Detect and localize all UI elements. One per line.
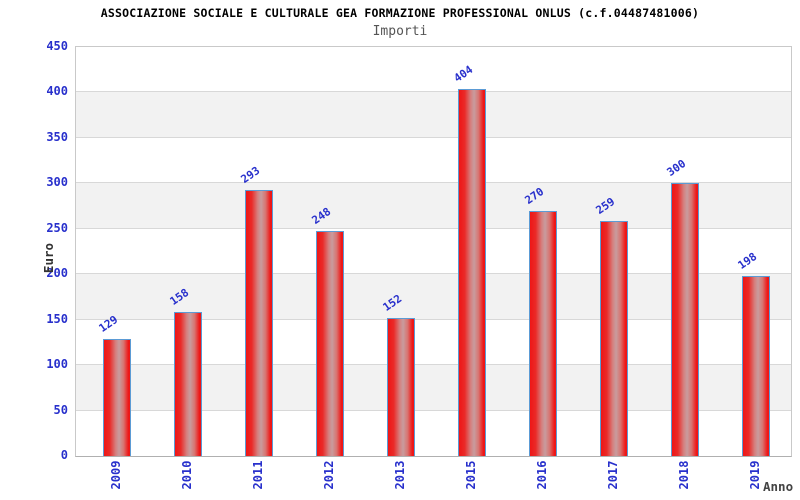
gridline	[76, 364, 791, 366]
bar	[103, 338, 131, 456]
x-tick-label: 2013	[393, 460, 407, 490]
bar	[600, 220, 628, 456]
bar	[174, 312, 202, 456]
bar	[529, 210, 557, 456]
x-tick-label: 2012	[322, 460, 336, 490]
x-tick-label: 2011	[251, 460, 265, 490]
gridline	[76, 227, 791, 229]
x-tick-label: 2009	[109, 460, 123, 490]
x-tick-label: 2017	[606, 460, 620, 490]
x-tick-label: 2010	[180, 460, 194, 490]
gridline	[76, 273, 791, 275]
chart-subtitle: Importi	[372, 24, 428, 39]
bar	[245, 189, 273, 456]
plot-area: 129 158 293 248 152 404 270 259 300 198	[75, 46, 792, 457]
x-tick-label: 2015	[464, 460, 478, 490]
bar	[316, 230, 344, 456]
gridline	[76, 409, 791, 411]
x-tick-label: 2018	[677, 460, 691, 490]
y-tick-label: 200	[46, 266, 68, 281]
y-tick-label: 450	[46, 39, 68, 53]
y-tick-label: 50	[53, 402, 68, 417]
grid-band	[76, 92, 791, 138]
x-tick-label: 2016	[535, 460, 549, 490]
bar	[671, 183, 699, 456]
gridline	[76, 136, 791, 138]
y-tick-label: 350	[46, 129, 68, 144]
grid-band	[76, 47, 791, 93]
bar	[458, 88, 486, 456]
y-axis-title: Euro	[41, 242, 56, 274]
gridline	[76, 318, 791, 320]
y-tick-label: 250	[46, 220, 68, 235]
x-axis-title: Anno	[763, 479, 794, 494]
x-tick-label: 2019	[748, 460, 762, 490]
y-tick-label: 100	[46, 357, 68, 372]
y-tick-label: 0	[60, 448, 68, 462]
gridline	[76, 91, 791, 93]
bar	[387, 317, 415, 456]
y-tick-label: 300	[46, 175, 68, 190]
grid-band	[76, 137, 791, 184]
gridline	[76, 182, 791, 184]
bar	[742, 276, 770, 456]
y-tick-label: 400	[46, 84, 68, 99]
y-tick-label: 150	[46, 311, 68, 326]
chart-title: ASSOCIAZIONE SOCIALE E CULTURALE GEA FOR…	[100, 6, 700, 20]
